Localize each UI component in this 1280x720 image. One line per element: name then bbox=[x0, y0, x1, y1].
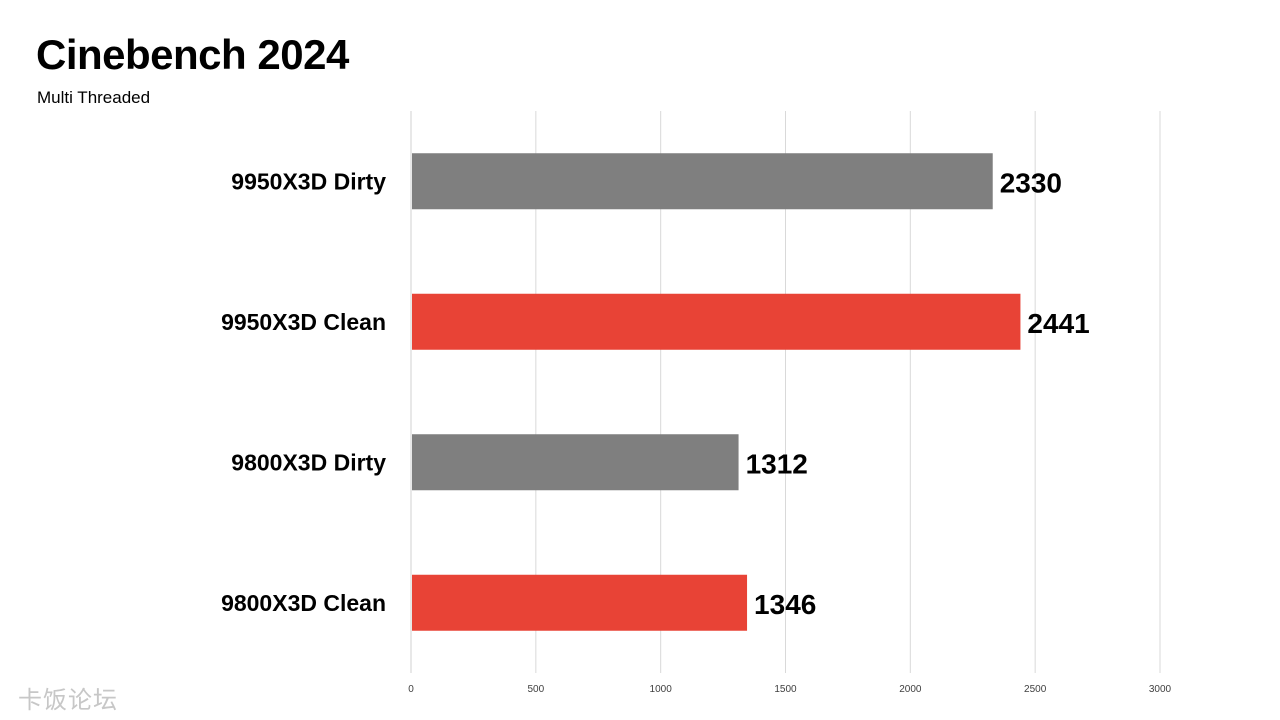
data-label: 2330 bbox=[1000, 167, 1062, 198]
chart-subtitle: Multi Threaded bbox=[37, 88, 151, 107]
category-label: 9800X3D Dirty bbox=[231, 449, 386, 475]
category-label: 9800X3D Clean bbox=[221, 590, 386, 616]
x-tick-label: 500 bbox=[527, 684, 544, 695]
data-label: 1312 bbox=[746, 448, 808, 479]
data-label: 1346 bbox=[754, 589, 816, 620]
x-tick-label: 2000 bbox=[899, 684, 922, 695]
x-tick-label: 3000 bbox=[1149, 684, 1172, 695]
bar bbox=[412, 574, 748, 631]
chart-title: Cinebench 2024 bbox=[36, 31, 349, 78]
category-label: 9950X3D Clean bbox=[221, 309, 386, 335]
x-tick-label: 1500 bbox=[774, 684, 797, 695]
x-tick-label: 1000 bbox=[650, 684, 673, 695]
data-label: 2441 bbox=[1027, 308, 1089, 339]
bar bbox=[412, 293, 1021, 350]
x-tick-label: 2500 bbox=[1024, 684, 1047, 695]
bar bbox=[412, 434, 739, 491]
x-tick-label: 0 bbox=[408, 684, 414, 695]
bar bbox=[412, 153, 993, 210]
watermark: 卡饭论坛 bbox=[18, 687, 118, 714]
category-label: 9950X3D Dirty bbox=[231, 168, 386, 194]
